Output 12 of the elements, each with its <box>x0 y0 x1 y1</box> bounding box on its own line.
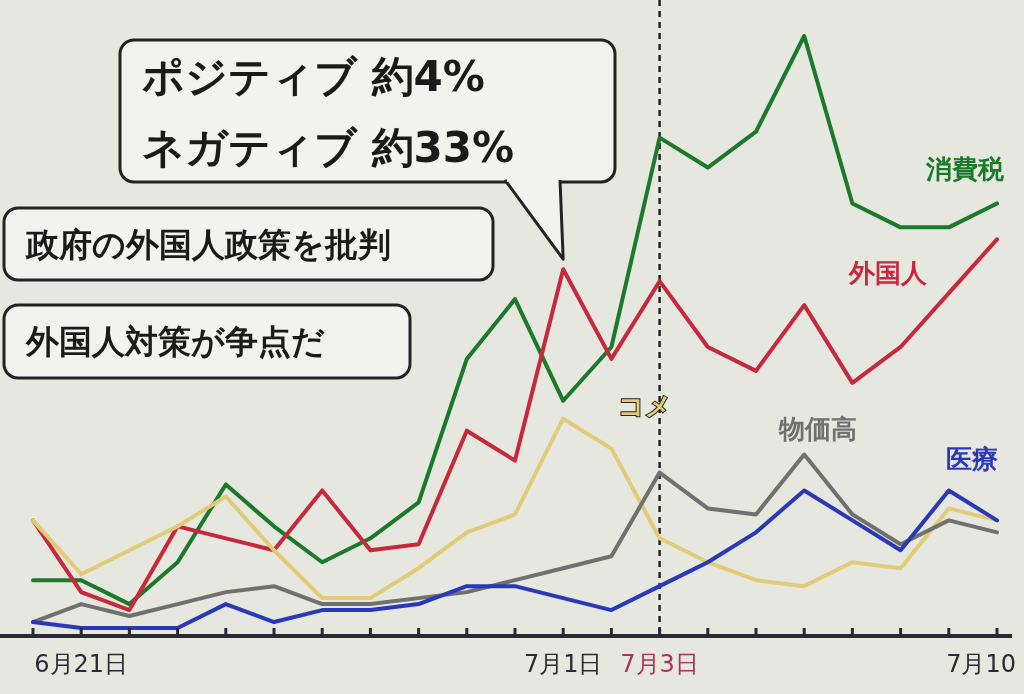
series-label: 物価高 <box>778 414 857 444</box>
series-label: 医療 <box>946 444 998 474</box>
series-label: コメ <box>618 391 672 421</box>
annotation: 政府の外国人政策を批判 <box>25 224 391 264</box>
series-label: 外国人 <box>848 258 928 288</box>
x-tick-label: 7月10 <box>946 650 1016 678</box>
annotation: 外国人対策が争点だ <box>25 322 325 362</box>
x-tick-label: 7月3日 <box>620 650 699 678</box>
x-tick-label: 7月1日 <box>523 650 603 678</box>
x-tick-label: 6月21日 <box>34 650 129 678</box>
annotation: ポジティブ 約4% ネガティブ 約33% <box>142 51 515 172</box>
series-label: 消費税 <box>925 154 1005 184</box>
